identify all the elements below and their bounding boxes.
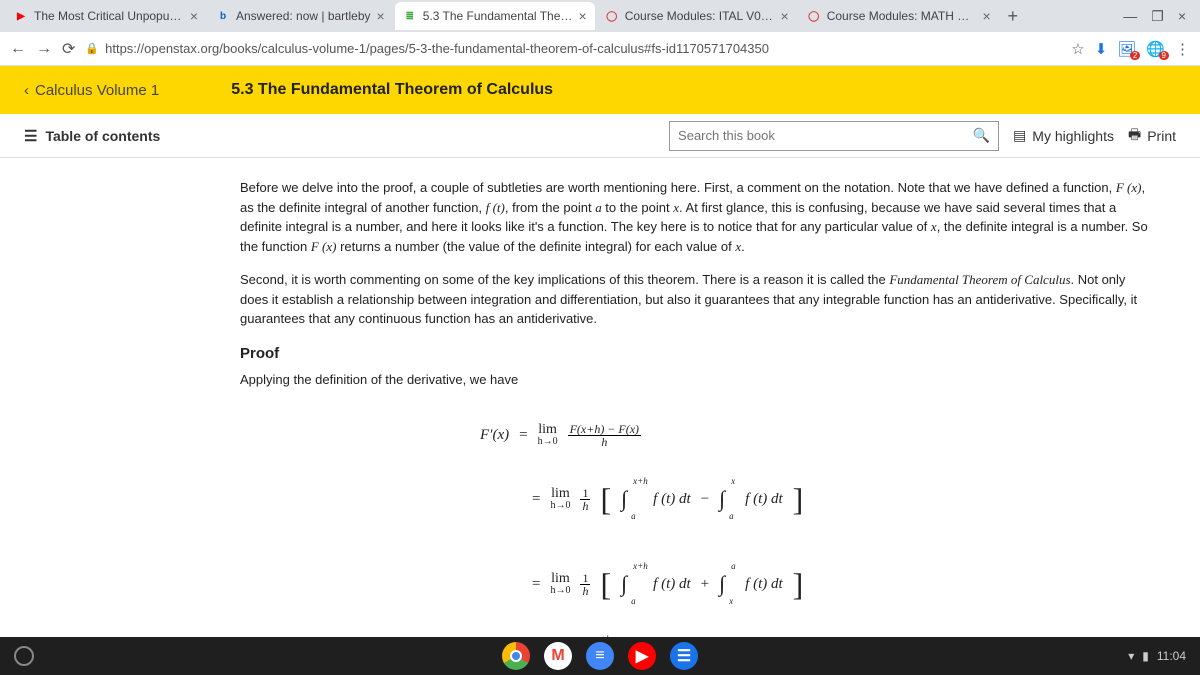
wifi-icon[interactable]: ▾ xyxy=(1128,649,1134,663)
page-toolbar: ☰ Table of contents 🔍 ▤ My highlights 🖶 … xyxy=(0,114,1200,158)
openstax-icon: ≣ xyxy=(403,9,417,23)
math-display: F′(x) = limh→0 F(x+h) − F(x)h = limh→0 1… xyxy=(480,417,1172,638)
battery-icon[interactable]: ▮ xyxy=(1142,649,1149,663)
docs-icon[interactable]: ≡ xyxy=(586,642,614,670)
print-button[interactable]: 🖶 Print xyxy=(1128,124,1176,148)
proof-intro: Applying the definition of the derivativ… xyxy=(240,370,1150,390)
close-icon[interactable]: × xyxy=(781,8,789,24)
clock[interactable]: 11:04 xyxy=(1157,649,1186,663)
extension-icon[interactable]: 🖼 xyxy=(1117,40,1136,58)
address-bar: ← → ⟳ 🔒 https://openstax.org/books/calcu… xyxy=(0,32,1200,66)
highlights-icon: ▤ xyxy=(1013,127,1026,144)
close-window-icon[interactable]: × xyxy=(1178,8,1186,25)
extension-icon[interactable]: 🌐 xyxy=(1146,40,1165,58)
chrome-icon[interactable] xyxy=(502,642,530,670)
tab-title: Answered: now | bartleby xyxy=(236,9,371,23)
close-icon[interactable]: × xyxy=(377,8,385,24)
canvas-icon: ◯ xyxy=(807,9,821,23)
tab-title: The Most Critical Unpopular Op xyxy=(34,9,184,23)
youtube-icon: ▶ xyxy=(14,9,28,23)
youtube-icon[interactable]: ▶ xyxy=(628,642,656,670)
toc-button[interactable]: ☰ Table of contents xyxy=(24,127,160,145)
restore-icon[interactable]: ❐ xyxy=(1151,8,1164,25)
search-icon[interactable]: 🔍 xyxy=(973,127,990,144)
browser-tab[interactable]: ▶ The Most Critical Unpopular Op × xyxy=(6,2,206,30)
browser-tab-active[interactable]: ≣ 5.3 The Fundamental Theorem × xyxy=(395,2,595,30)
browser-tab[interactable]: ◯ Course Modules: MATH R120 - C × xyxy=(799,2,999,30)
page-content: Before we delve into the proof, a couple… xyxy=(0,158,1200,638)
new-tab-button[interactable]: + xyxy=(1001,6,1025,27)
tab-title: Course Modules: MATH R120 - C xyxy=(827,9,977,23)
book-back-link[interactable]: ‹ Calculus Volume 1 xyxy=(24,82,159,99)
search-box[interactable]: 🔍 xyxy=(669,121,999,151)
url-field[interactable]: 🔒 https://openstax.org/books/calculus-vo… xyxy=(85,41,1061,56)
download-icon[interactable]: ⬇ xyxy=(1095,40,1108,58)
proof-heading: Proof xyxy=(240,345,1172,362)
canvas-icon: ◯ xyxy=(605,9,619,23)
toc-label: Table of contents xyxy=(45,128,160,144)
close-icon[interactable]: × xyxy=(983,8,991,24)
forward-button[interactable]: → xyxy=(36,40,52,58)
app-icon[interactable]: ☰ xyxy=(670,642,698,670)
close-icon[interactable]: × xyxy=(190,8,198,24)
bartleby-icon: b xyxy=(216,9,230,23)
chevron-left-icon: ‹ xyxy=(24,82,29,99)
tab-title: 5.3 The Fundamental Theorem xyxy=(423,9,573,23)
book-header: ‹ Calculus Volume 1 5.3 The Fundamental … xyxy=(0,66,1200,114)
bookmark-icon[interactable]: ☆ xyxy=(1071,40,1084,58)
close-icon[interactable]: × xyxy=(579,8,587,24)
highlights-button[interactable]: ▤ My highlights xyxy=(1013,127,1114,144)
print-label: Print xyxy=(1147,128,1176,144)
print-icon: 🖶 xyxy=(1128,124,1141,148)
launcher-button[interactable] xyxy=(14,646,34,666)
browser-tab[interactable]: ◯ Course Modules: ITAL V01 - Ele × xyxy=(597,2,797,30)
browser-tab-strip: ▶ The Most Critical Unpopular Op × b Ans… xyxy=(0,0,1200,32)
paragraph: Second, it is worth commenting on some o… xyxy=(240,270,1150,329)
menu-icon[interactable]: ⋮ xyxy=(1175,40,1190,58)
browser-tab[interactable]: b Answered: now | bartleby × xyxy=(208,2,393,30)
gmail-icon[interactable]: M xyxy=(544,642,572,670)
url-text: https://openstax.org/books/calculus-volu… xyxy=(105,41,769,56)
highlights-label: My highlights xyxy=(1032,128,1114,144)
window-controls: — ❐ × xyxy=(1123,8,1194,25)
tab-title: Course Modules: ITAL V01 - Ele xyxy=(625,9,775,23)
os-taskbar: M ≡ ▶ ☰ ▾ ▮ 11:04 xyxy=(0,637,1200,675)
list-icon: ☰ xyxy=(24,127,37,145)
section-title: 5.3 The Fundamental Theorem of Calculus xyxy=(231,81,553,99)
lock-icon: 🔒 xyxy=(85,42,99,55)
minimize-icon[interactable]: — xyxy=(1123,8,1137,25)
back-button[interactable]: ← xyxy=(10,40,26,58)
reload-button[interactable]: ⟳ xyxy=(62,39,75,59)
book-title: Calculus Volume 1 xyxy=(35,82,159,99)
search-input[interactable] xyxy=(678,128,973,143)
paragraph: Before we delve into the proof, a couple… xyxy=(240,178,1150,256)
